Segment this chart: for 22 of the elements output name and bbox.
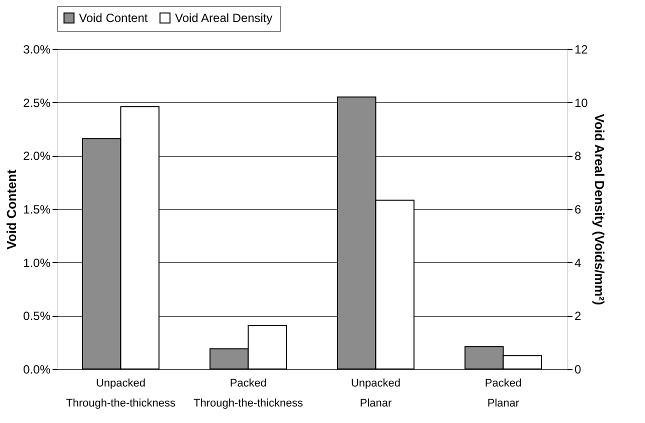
y2-tick-label: 2: [574, 309, 582, 324]
x-tick-label: Unpacked Through-the-thickness: [66, 378, 176, 410]
x-tick-label: Packed Planar: [484, 378, 522, 410]
y2-tick-label: 8: [574, 149, 582, 164]
y2-axis-title: Void Areal Density (Voids/mm²): [592, 114, 607, 306]
x-tick-label: Packed Through-the-thickness: [194, 378, 304, 410]
y-axis-title: Void Content: [4, 168, 20, 250]
y-tick-label: 2.0%: [23, 149, 51, 164]
legend-label: Void Content: [79, 11, 148, 25]
y-tick-label: 1.5%: [23, 202, 51, 216]
x-tick-label: Unpacked Planar: [350, 378, 401, 410]
y2-tick-label: 0: [574, 362, 582, 376]
y2-tick-label: 12: [574, 42, 588, 56]
y2-tick-label: 10: [574, 96, 588, 110]
y-tick-label: 0.0%: [23, 362, 51, 376]
y-tick-label: 3.0%: [23, 42, 51, 56]
y-tick-label: 2.5%: [23, 96, 51, 110]
y2-tick-label: 6: [574, 202, 582, 216]
legend-label: Void Areal Density: [175, 11, 272, 25]
y2-tick-label: 4: [574, 256, 582, 270]
y-tick-label: 1.0%: [23, 256, 51, 270]
y-tick-label: 0.5%: [23, 309, 51, 324]
